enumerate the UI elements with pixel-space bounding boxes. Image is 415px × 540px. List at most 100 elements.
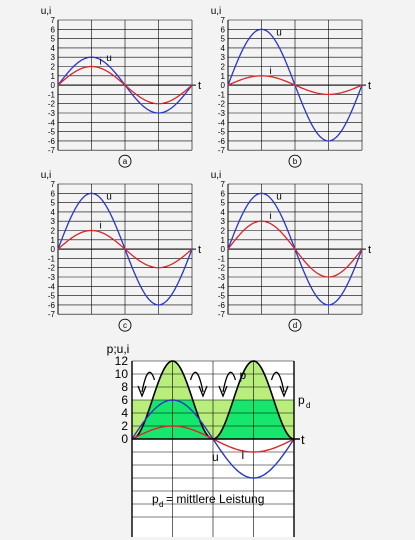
y-tick-label: -6 bbox=[48, 301, 56, 310]
voltage-label: u bbox=[212, 450, 219, 464]
y-tick-label: 6 bbox=[221, 189, 226, 198]
y-tick-label: -1 bbox=[48, 254, 56, 263]
y-tick-label: 4 bbox=[51, 44, 56, 53]
y-tick-label: 2 bbox=[221, 63, 226, 72]
voltage-label: u bbox=[106, 53, 112, 64]
caption-subscript: d bbox=[159, 500, 163, 509]
y-tick-label: -3 bbox=[218, 273, 226, 282]
y-tick-label: -4 bbox=[218, 282, 226, 291]
y-tick-label: 4 bbox=[121, 406, 128, 420]
current-curve bbox=[57, 65, 193, 105]
y-tick-label: 10 bbox=[115, 367, 129, 381]
y-tick-label: -6 bbox=[48, 137, 56, 146]
current-label: i bbox=[100, 221, 102, 232]
y-tick-label: 12 bbox=[115, 354, 129, 368]
energy-arrowhead bbox=[218, 385, 228, 398]
y-tick-label: 2 bbox=[221, 227, 226, 236]
panel-caption-circle bbox=[288, 154, 302, 168]
panel-caption: c bbox=[123, 321, 127, 330]
y-tick-label: -7 bbox=[48, 310, 56, 319]
y-tick-label: 6 bbox=[51, 25, 56, 34]
panel-caption: b bbox=[293, 157, 298, 166]
voltage-label: u bbox=[106, 191, 112, 202]
y-tick-label: 2 bbox=[51, 63, 56, 72]
current-curve bbox=[227, 220, 363, 278]
axis-label: u,i bbox=[211, 6, 222, 17]
y-tick-label: 0 bbox=[121, 432, 128, 446]
caption-text: = mittlere Leistung bbox=[166, 492, 264, 506]
y-tick-label: 7 bbox=[221, 180, 226, 189]
y-tick-label: 0 bbox=[221, 245, 226, 254]
y-tick-label: -7 bbox=[218, 310, 226, 319]
energy-arrowhead bbox=[279, 385, 289, 398]
y-tick-label: -3 bbox=[48, 273, 56, 282]
y-tick-label: -3 bbox=[48, 109, 56, 118]
y-tick-label: 4 bbox=[221, 208, 226, 217]
y-tick-label: 1 bbox=[51, 72, 56, 81]
energy-arrow bbox=[189, 371, 204, 393]
energy-arrow bbox=[141, 371, 156, 393]
y-tick-label: -7 bbox=[218, 146, 226, 155]
energy-arrowhead bbox=[137, 385, 147, 398]
y-tick-label: 0 bbox=[221, 81, 226, 90]
y-tick-label: -2 bbox=[48, 100, 56, 109]
y-tick-label: 5 bbox=[221, 35, 226, 44]
y-tick-label: -4 bbox=[48, 282, 56, 291]
y-tick-label: -4 bbox=[218, 118, 226, 127]
panel-caption: d bbox=[293, 321, 297, 330]
time-label: t bbox=[198, 244, 201, 256]
y-tick-label: -4 bbox=[48, 118, 56, 127]
axis-label: u,i bbox=[41, 6, 52, 17]
y-tick-label: -2 bbox=[218, 264, 226, 273]
y-tick-label: 3 bbox=[221, 53, 226, 62]
current-label: i bbox=[100, 57, 102, 68]
y-tick-label: 2 bbox=[121, 419, 128, 433]
time-label: t bbox=[368, 244, 371, 256]
y-tick-label: 4 bbox=[51, 208, 56, 217]
y-tick-label: 6 bbox=[221, 25, 226, 34]
current-label: i bbox=[270, 66, 272, 77]
y-tick-label: 5 bbox=[51, 35, 56, 44]
y-tick-label: 1 bbox=[221, 72, 226, 81]
y-tick-label: -2 bbox=[218, 100, 226, 109]
y-tick-label: -5 bbox=[218, 128, 226, 137]
y-tick-label: -1 bbox=[218, 90, 226, 99]
mean-power-label: p bbox=[298, 393, 305, 407]
y-tick-label: -5 bbox=[218, 292, 226, 301]
y-tick-label: -2 bbox=[48, 264, 56, 273]
energy-arrowhead bbox=[198, 385, 208, 398]
mean-power-subscript: d bbox=[306, 401, 310, 410]
panel-caption-circle bbox=[118, 154, 132, 168]
y-tick-label: 0 bbox=[51, 81, 56, 90]
current-curve bbox=[57, 229, 193, 269]
y-tick-label: 5 bbox=[51, 199, 56, 208]
y-tick-label: -5 bbox=[48, 292, 56, 301]
y-tick-label: 7 bbox=[51, 16, 56, 25]
y-tick-label: -7 bbox=[48, 146, 56, 155]
current-curve bbox=[227, 75, 363, 96]
y-tick-label: 6 bbox=[51, 189, 56, 198]
axis-label: p;u,i bbox=[107, 342, 130, 356]
y-tick-label: 7 bbox=[51, 180, 56, 189]
y-tick-label: -5 bbox=[48, 128, 56, 137]
panel-caption: a bbox=[123, 157, 128, 166]
y-tick-label: 5 bbox=[221, 199, 226, 208]
energy-arrow bbox=[270, 371, 285, 393]
y-tick-label: 7 bbox=[221, 16, 226, 25]
y-tick-label: 6 bbox=[121, 393, 128, 407]
panel-caption-circle bbox=[118, 318, 132, 332]
time-label: t bbox=[368, 80, 371, 92]
y-tick-label: -6 bbox=[218, 301, 226, 310]
time-label: t bbox=[198, 80, 201, 92]
voltage-label: u bbox=[276, 27, 282, 38]
y-tick-label: -3 bbox=[218, 109, 226, 118]
y-tick-label: -1 bbox=[48, 90, 56, 99]
y-tick-label: 3 bbox=[221, 217, 226, 226]
panel-caption-circle bbox=[288, 318, 302, 332]
current-label: i bbox=[270, 211, 272, 222]
energy-arrow bbox=[222, 371, 237, 393]
